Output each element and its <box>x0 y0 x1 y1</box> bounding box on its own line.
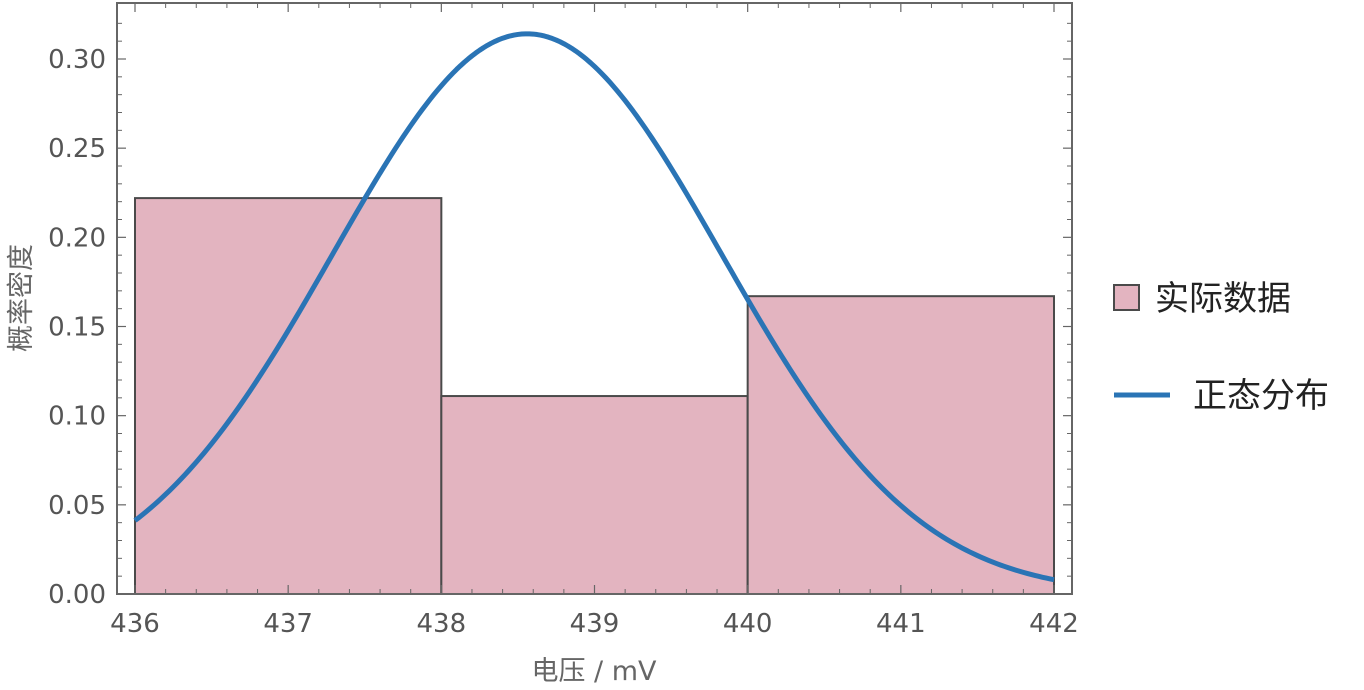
histogram-bars <box>134 197 1056 595</box>
y-tick-label: 0.15 <box>48 313 106 343</box>
y-axis-title: 概率密度 <box>6 244 37 352</box>
histogram-bar <box>440 395 749 595</box>
normal-curve <box>133 31 1055 583</box>
x-tick-label: 441 <box>876 609 926 639</box>
x-tick-label: 436 <box>110 609 160 639</box>
legend-label-normal: 正态分布 <box>1193 376 1329 416</box>
y-tick-label: 0.25 <box>48 134 106 164</box>
x-tick-label: 440 <box>723 609 773 639</box>
y-tick-label: 0.05 <box>48 491 106 521</box>
histogram-bar <box>746 295 1056 595</box>
legend-swatch-histogram <box>1113 284 1140 311</box>
x-tick-label: 442 <box>1029 609 1079 639</box>
y-tick-label: 0.30 <box>48 45 106 75</box>
legend: 实际数据 正态分布 <box>1113 279 1329 416</box>
x-tick-label: 437 <box>263 609 313 639</box>
x-axis-title: 电压 / mV <box>531 656 657 687</box>
histogram-bar <box>134 197 443 595</box>
x-tick-label: 438 <box>417 609 467 639</box>
x-tick-labels: 436 437 438 439 440 441 442 <box>110 609 1079 639</box>
y-tick-label: 0.20 <box>48 223 106 253</box>
axis-ticks <box>117 3 1072 595</box>
y-tick-labels: 0.00 0.05 0.10 0.15 0.20 0.25 0.30 <box>48 45 106 610</box>
y-tick-label: 0.00 <box>48 580 106 610</box>
y-tick-label: 0.10 <box>48 402 106 432</box>
legend-label-histogram: 实际数据 <box>1155 279 1291 319</box>
x-tick-label: 439 <box>570 609 620 639</box>
